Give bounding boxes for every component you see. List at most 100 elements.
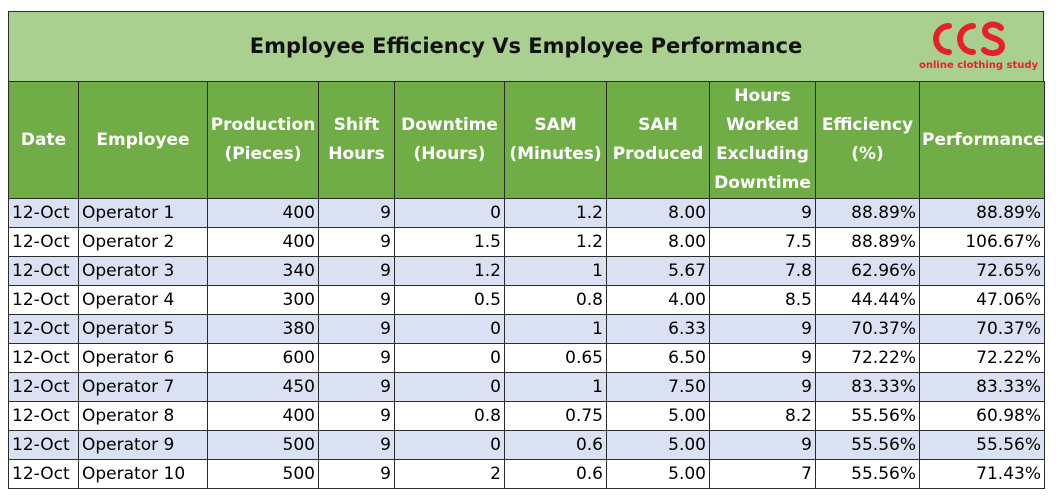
cell-sam: 1	[504, 372, 607, 402]
column-header-sam: SAM (Minutes)	[504, 81, 607, 199]
column-header-line: (Minutes)	[509, 144, 602, 164]
table-row: 12-Oct Operator 3 340 9 1.2 1 5.67 7.8 62.96% 72.…	[8, 256, 1045, 286]
table-row: 12-Oct Operator 1 400 9 0 1.2 8.00 9 88.89% 88.89…	[8, 198, 1045, 228]
column-header-efficiency: Efficiency (%)	[815, 81, 920, 199]
cell-date: 12-Oct	[8, 343, 79, 373]
cell-performance: 70.37%	[919, 314, 1045, 344]
cell-downtime: 0	[394, 430, 505, 460]
table-row: 12-Oct Operator 7 450 9 0 1 7.50 9 83.33% 83.33%	[8, 372, 1045, 402]
column-header-production: Production (Pieces)	[207, 81, 319, 199]
cell-production: 300	[207, 285, 319, 315]
cell-sah-produced: 6.50	[606, 343, 710, 373]
cell-sam: 0.6	[504, 430, 607, 460]
cell-hours-worked: 9	[709, 198, 816, 228]
cell-employee: Operator 9	[78, 430, 208, 460]
cell-shift-hours: 9	[318, 285, 395, 315]
sheet-title: Employee Efficiency Vs Employee Performa…	[249, 34, 803, 58]
column-header-line: (Hours)	[413, 144, 486, 164]
cell-performance: 55.56%	[919, 430, 1045, 460]
column-header-line: Worked	[726, 115, 799, 135]
cell-downtime: 0	[394, 198, 505, 228]
cell-performance: 106.67%	[919, 227, 1045, 257]
cell-sam: 1.2	[504, 198, 607, 228]
cell-production: 380	[207, 314, 319, 344]
cell-shift-hours: 9	[318, 256, 395, 286]
column-header-downtime: Downtime (Hours)	[394, 81, 505, 199]
table-row: 12-Oct Operator 9 500 9 0 0.6 5.00 9 55.56% 55.56…	[8, 430, 1045, 460]
cell-sam: 1.2	[504, 227, 607, 257]
cell-date: 12-Oct	[8, 198, 79, 228]
cell-efficiency: 44.44%	[815, 285, 920, 315]
ccs-logo: online clothing study	[919, 20, 1038, 76]
cell-sah-produced: 8.00	[606, 227, 710, 257]
cell-downtime: 2	[394, 459, 505, 489]
cell-shift-hours: 9	[318, 459, 395, 489]
cell-employee: Operator 1	[78, 198, 208, 228]
cell-shift-hours: 9	[318, 401, 395, 431]
column-header-shift-hours: Shift Hours	[318, 81, 395, 199]
cell-production: 340	[207, 256, 319, 286]
cell-sam: 0.8	[504, 285, 607, 315]
cell-performance: 72.65%	[919, 256, 1045, 286]
column-header-hours-worked: Hours Worked Excluding Downtime	[709, 81, 816, 199]
column-header-line: (%)	[851, 144, 884, 164]
cell-performance: 83.33%	[919, 372, 1045, 402]
cell-shift-hours: 9	[318, 198, 395, 228]
cell-employee: Operator 10	[78, 459, 208, 489]
table-row: 12-Oct Operator 6 600 9 0 0.65 6.50 9 72.22% 72.2…	[8, 343, 1045, 373]
column-header-line: Efficiency	[821, 115, 914, 135]
cell-efficiency: 88.89%	[815, 198, 920, 228]
column-header-line: Shift	[333, 115, 380, 135]
cell-employee: Operator 2	[78, 227, 208, 257]
cell-downtime: 0	[394, 343, 505, 373]
cell-employee: Operator 3	[78, 256, 208, 286]
column-header-sah-produced: SAH Produced	[606, 81, 710, 199]
column-header-line: Date	[20, 129, 67, 150]
table-row: 12-Oct Operator 2 400 9 1.5 1.2 8.00 7.5 88.89% 1…	[8, 227, 1045, 257]
cell-downtime: 0.8	[394, 401, 505, 431]
cell-sah-produced: 4.00	[606, 285, 710, 315]
cell-downtime: 0	[394, 372, 505, 402]
cell-sam: 0.75	[504, 401, 607, 431]
cell-performance: 60.98%	[919, 401, 1045, 431]
cell-shift-hours: 9	[318, 372, 395, 402]
column-header-line: Downtime	[401, 115, 498, 135]
cell-hours-worked: 7.8	[709, 256, 816, 286]
cell-sam: 1	[504, 256, 607, 286]
ccs-logo-mark	[933, 21, 1006, 57]
cell-hours-worked: 9	[709, 343, 816, 373]
cell-sah-produced: 5.00	[606, 459, 710, 489]
cell-sam: 0.6	[504, 459, 607, 489]
table-header: Date Employee Production (Pieces) Shift Hours…	[8, 81, 1045, 199]
cell-performance: 71.43%	[919, 459, 1045, 489]
cell-production: 600	[207, 343, 319, 373]
cell-efficiency: 72.22%	[815, 343, 920, 373]
cell-employee: Operator 6	[78, 343, 208, 373]
cell-date: 12-Oct	[8, 459, 79, 489]
cell-downtime: 0	[394, 314, 505, 344]
column-header-line: SAH	[638, 115, 678, 135]
cell-production: 400	[207, 198, 319, 228]
cell-sam: 0.65	[504, 343, 607, 373]
column-header-line: Produced	[612, 144, 704, 164]
column-header-line: Hours	[328, 144, 385, 164]
cell-hours-worked: 8.2	[709, 401, 816, 431]
title-bar: Employee Efficiency Vs Employee Performa…	[8, 11, 1044, 81]
cell-employee: Operator 8	[78, 401, 208, 431]
table-row: 12-Oct Operator 10 500 9 2 0.6 5.00 7 55.56% 71.4…	[8, 459, 1045, 489]
cell-employee: Operator 7	[78, 372, 208, 402]
cell-production: 500	[207, 459, 319, 489]
cell-sah-produced: 8.00	[606, 198, 710, 228]
cell-date: 12-Oct	[8, 256, 79, 286]
cell-shift-hours: 9	[318, 314, 395, 344]
cell-sam: 1	[504, 314, 607, 344]
cell-efficiency: 55.56%	[815, 459, 920, 489]
cell-efficiency: 55.56%	[815, 430, 920, 460]
column-header-line: Production	[210, 115, 316, 135]
cell-employee: Operator 4	[78, 285, 208, 315]
cell-shift-hours: 9	[318, 430, 395, 460]
cell-date: 12-Oct	[8, 401, 79, 431]
column-header-line: Downtime	[714, 173, 811, 193]
column-header-line: Excluding	[716, 144, 809, 164]
cell-efficiency: 55.56%	[815, 401, 920, 431]
